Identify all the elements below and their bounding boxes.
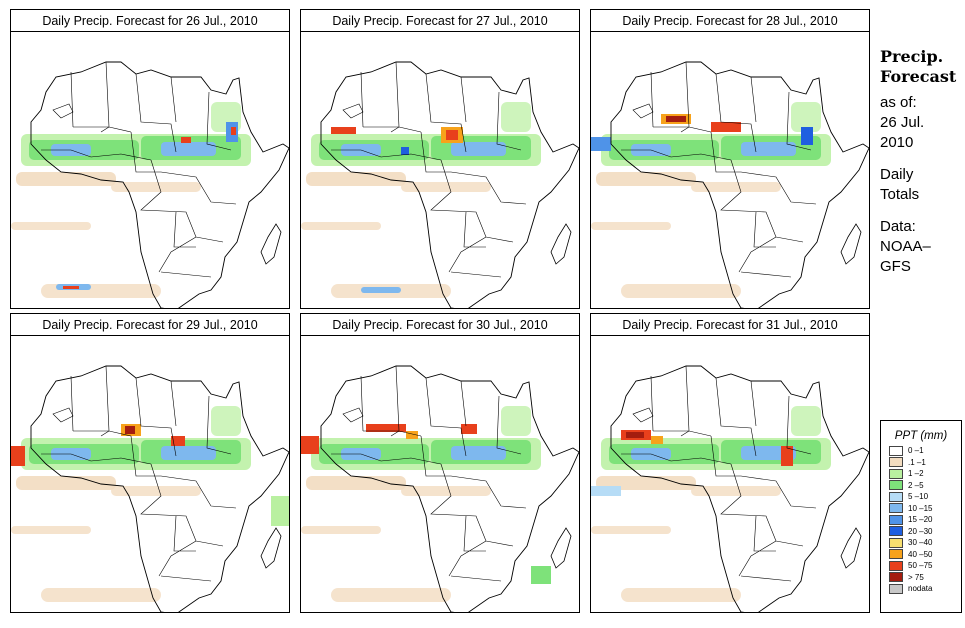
legend-label: 20 –30	[908, 526, 933, 536]
legend-title: PPT (mm)	[894, 430, 948, 442]
legend-swatch	[889, 572, 903, 583]
panel-title: Daily Precip. Forecast for 29 Jul., 2010	[10, 313, 290, 337]
forecast-map	[300, 335, 580, 613]
legend-swatch	[889, 583, 903, 594]
legend-swatch	[889, 503, 903, 514]
panel-title: Daily Precip. Forecast for 28 Jul., 2010	[590, 9, 870, 33]
forecast-panel-jul-26: Daily Precip. Forecast for 26 Jul., 2010	[10, 9, 298, 309]
forecast-panel-jul-27: Daily Precip. Forecast for 27 Jul., 2010	[300, 9, 588, 309]
legend-item: 50 –75	[889, 560, 961, 572]
legend-label: .1 –1	[908, 457, 926, 467]
data-source-line-2: GFS	[880, 258, 911, 275]
legend-label: 0 –1	[908, 446, 924, 456]
legend-swatch	[889, 526, 903, 537]
legend-item: 15 –20	[889, 514, 961, 526]
legend-swatch	[889, 549, 903, 560]
legend-swatch	[889, 468, 903, 479]
legend-item: > 75	[889, 572, 961, 584]
data-label: Data:	[880, 218, 916, 235]
legend-swatch	[889, 537, 903, 548]
legend-swatch	[889, 514, 903, 525]
legend-label: 40 –50	[908, 549, 933, 559]
forecast-panel-jul-31: Daily Precip. Forecast for 31 Jul., 2010	[590, 313, 878, 613]
legend-label: > 75	[908, 572, 924, 582]
legend-label: 30 –40	[908, 538, 933, 548]
issue-date: 26 Jul.	[880, 114, 925, 131]
sidebar-info: Precip. Forecast as of: 26 Jul. 2010 Dai…	[880, 47, 964, 277]
daily-label: Daily	[880, 166, 914, 183]
forecast-panel-jul-30: Daily Precip. Forecast for 30 Jul., 2010	[300, 313, 588, 613]
forecast-map	[590, 31, 870, 309]
legend-item: 2 –5	[889, 480, 961, 492]
legend-item: 10 –15	[889, 503, 961, 515]
forecast-map	[590, 335, 870, 613]
panel-title: Daily Precip. Forecast for 31 Jul., 2010	[590, 313, 870, 337]
forecast-map	[10, 31, 290, 309]
legend-item: nodata	[889, 583, 961, 595]
forecast-map	[300, 31, 580, 309]
legend-swatch	[889, 560, 903, 571]
legend-label: 50 –75	[908, 561, 933, 571]
legend-rows: 0 –1.1 –1 1 –2 2 –5 5 –10 10 –15 15 –20 20 –30…	[881, 445, 961, 595]
heading-line-1: Precip.	[880, 47, 944, 66]
legend-swatch	[889, 491, 903, 502]
ppt-legend: PPT (mm) 0 –1.1 –1 1 –2 2 –5 5 –10 10 –15 15 …	[880, 420, 962, 613]
legend-swatch	[889, 457, 903, 468]
legend-label: 1 –2	[908, 469, 924, 479]
issue-year: 2010	[880, 134, 914, 151]
forecast-panel-jul-28: Daily Precip. Forecast for 28 Jul., 2010	[590, 9, 878, 309]
forecast-map	[10, 335, 290, 613]
legend-item: 30 –40	[889, 537, 961, 549]
legend-swatch	[889, 480, 903, 491]
legend-item: 40 –50	[889, 549, 961, 561]
legend-item: 1 –2	[889, 468, 961, 480]
panel-title: Daily Precip. Forecast for 30 Jul., 2010	[300, 313, 580, 337]
panel-title: Daily Precip. Forecast for 26 Jul., 2010	[10, 9, 290, 33]
legend-item: 5 –10	[889, 491, 961, 503]
legend-label: 2 –5	[908, 480, 924, 490]
legend-label: 15 –20	[908, 515, 933, 525]
forecast-panel-jul-29: Daily Precip. Forecast for 29 Jul., 2010	[10, 313, 298, 613]
panel-title: Daily Precip. Forecast for 27 Jul., 2010	[300, 9, 580, 33]
legend-item: 20 –30	[889, 526, 961, 538]
data-source-line-1: NOAA–	[880, 238, 931, 255]
heading-line-2: Forecast	[880, 67, 957, 86]
legend-swatch	[889, 445, 903, 456]
totals-label: Totals	[880, 186, 920, 203]
legend-label: 10 –15	[908, 503, 933, 513]
legend-label: nodata	[908, 584, 933, 594]
legend-item: 0 –1	[889, 445, 961, 457]
as-of-label: as of:	[880, 94, 917, 111]
legend-item: .1 –1	[889, 457, 961, 469]
legend-label: 5 –10	[908, 492, 929, 502]
